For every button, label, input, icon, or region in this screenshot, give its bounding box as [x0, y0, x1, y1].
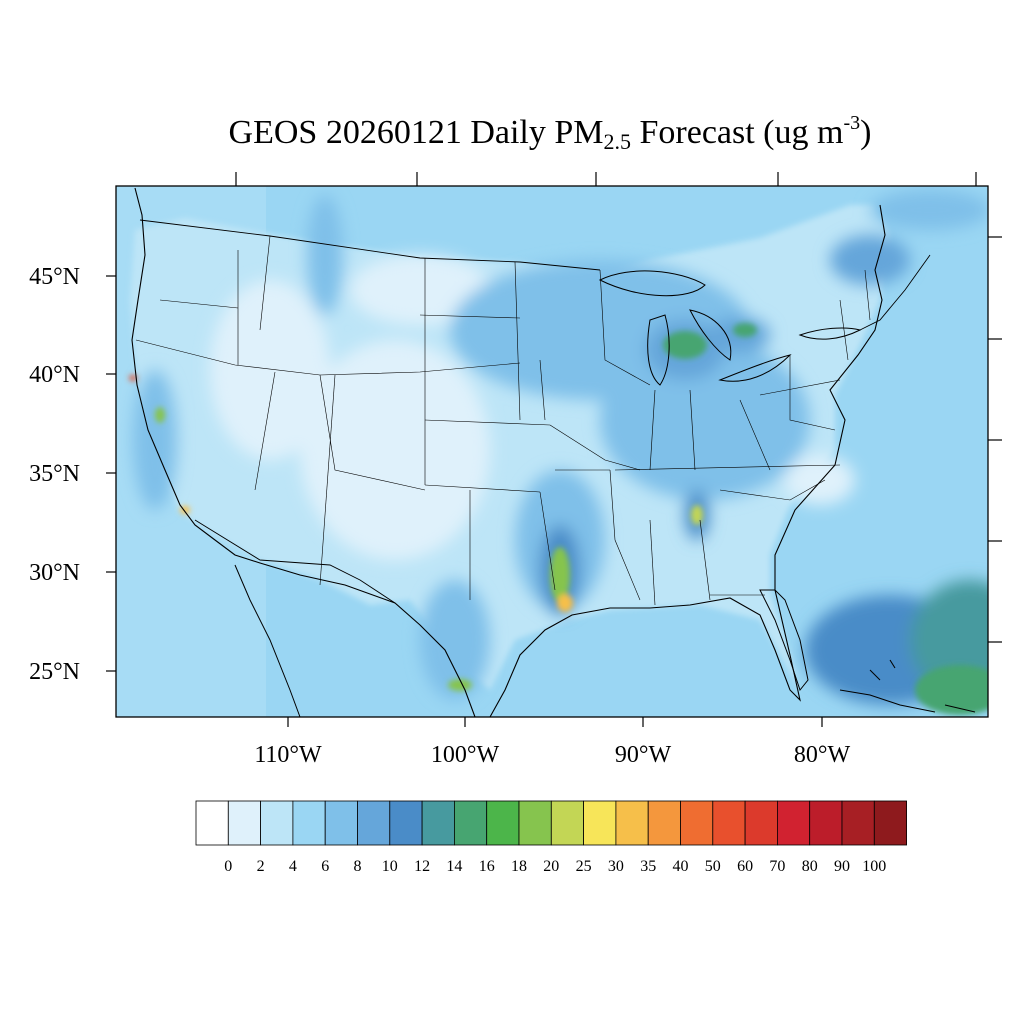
colorbar-label: 12	[414, 858, 430, 875]
colorbar-label: 6	[321, 858, 329, 875]
colorbar-swatch	[292, 800, 326, 846]
colorbar-swatch	[615, 800, 649, 846]
colorbar-swatch	[583, 800, 617, 846]
colorbar-swatch	[777, 800, 811, 846]
tick-marks	[106, 172, 1002, 727]
florida-outline	[759, 589, 809, 692]
lon-label-110: 110°W	[254, 742, 322, 768]
colorbar-swatch	[712, 800, 746, 846]
colorbar-label: 80	[802, 858, 818, 875]
colorbar-swatch	[389, 800, 423, 846]
northeast-border	[859, 254, 931, 331]
colorbar-label: 4	[289, 858, 297, 875]
colorbar-swatch	[324, 800, 358, 846]
colorbar-swatch	[453, 800, 488, 846]
colorbar-label: 35	[640, 858, 656, 875]
colorbar-label: 30	[608, 858, 624, 875]
lake-huron	[689, 309, 732, 361]
lake-superior	[598, 270, 706, 297]
colorbar-label: 16	[479, 858, 495, 875]
colorbar-swatch	[550, 800, 584, 846]
colorbar-swatch	[841, 800, 875, 846]
colorbar-swatch	[680, 800, 714, 846]
colorbar-swatch	[357, 800, 391, 846]
colorbar-label: 70	[769, 858, 785, 875]
colorbar-label: 20	[543, 858, 559, 875]
colorbar-swatch	[195, 800, 229, 846]
colorbar-swatch	[518, 800, 552, 846]
west-coastline	[131, 187, 476, 717]
colorbar-label: 90	[834, 858, 850, 875]
lat-label-45: 45°N	[29, 264, 80, 290]
colorbar-label: 0	[224, 858, 232, 875]
hotspots	[129, 323, 988, 715]
colorbar-swatch	[421, 800, 455, 846]
colorbar-label: 18	[511, 858, 527, 875]
colorbar-label: 2	[257, 858, 265, 875]
lat-label-30: 30°N	[29, 560, 80, 586]
colorbar-swatch	[486, 800, 520, 846]
colorbar-swatch	[647, 800, 681, 846]
colorbar-label: 100	[862, 858, 886, 875]
mexico-border	[194, 519, 396, 604]
longitude-labels: 110°W 100°W 90°W 80°W	[254, 742, 850, 768]
colorbar-label: 8	[354, 858, 362, 875]
east-coastline	[489, 204, 886, 717]
map-title: GEOS 20260121 Daily PM2.5 Forecast (ug m…	[228, 112, 872, 154]
colorbar-swatch	[744, 800, 778, 846]
map-frame	[115, 185, 989, 718]
colorbar-swatch	[873, 800, 907, 846]
colorbar-swatch	[227, 800, 262, 846]
lon-label-80: 80°W	[794, 742, 851, 768]
caribbean-islands	[839, 659, 976, 713]
lat-label-35: 35°N	[29, 461, 80, 487]
colorbar-label: 40	[673, 858, 689, 875]
colorbar-label: 50	[705, 858, 721, 875]
lake-michigan	[647, 314, 670, 386]
canada-border	[139, 219, 601, 271]
baja-coastline	[234, 564, 301, 717]
lat-label-25: 25°N	[29, 659, 80, 685]
lon-label-90: 90°W	[615, 742, 672, 768]
colorbar-label: 10	[382, 858, 398, 875]
map-field	[116, 186, 988, 717]
colorbar: 0 2 4 6 8 10 12 14 16 18 20 25 30 35 40 50 60 70 80 90 100	[195, 800, 907, 875]
state-borders	[135, 235, 871, 606]
latitude-labels: 45°N 40°N 35°N 30°N 25°N	[29, 264, 80, 685]
colorbar-swatch	[260, 800, 294, 846]
colorbar-label: 60	[737, 858, 753, 875]
colorbar-label: 25	[576, 858, 592, 875]
colorbar-swatch	[809, 800, 843, 846]
lon-label-100: 100°W	[431, 742, 500, 768]
lat-label-40: 40°N	[29, 362, 80, 388]
colorbar-label: 14	[446, 858, 462, 875]
